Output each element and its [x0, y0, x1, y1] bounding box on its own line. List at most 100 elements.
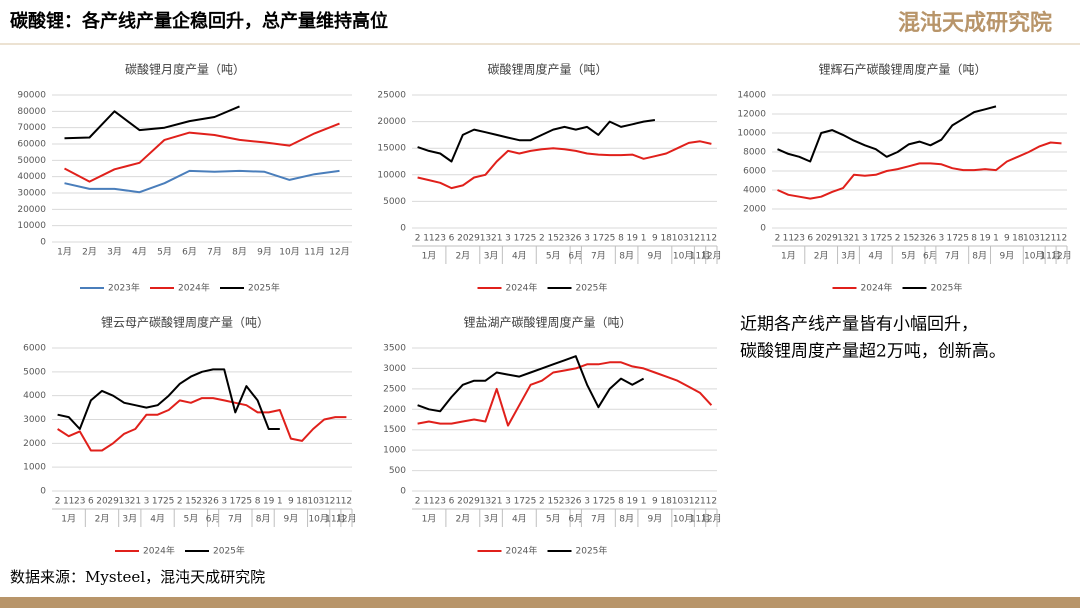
x-tick-label: 21	[330, 497, 341, 507]
x-month-label: 7月	[591, 514, 606, 525]
x-tick-label: 2	[415, 497, 421, 507]
x-tick-label: 9	[1004, 234, 1010, 244]
y-tick-label: 1500	[383, 425, 406, 435]
x-tick-label: 12月	[329, 247, 349, 258]
legend-label: 2024年	[506, 282, 538, 294]
y-tick-label: 25000	[377, 91, 406, 101]
y-tick-label: 12000	[737, 110, 766, 120]
y-tick-label: 20000	[17, 205, 46, 215]
x-month-label: 11月	[690, 251, 710, 262]
x-tick-label: 4月	[132, 247, 147, 258]
x-tick-label: 21	[491, 234, 502, 244]
x-month-label: 9月	[648, 251, 663, 262]
series-line	[64, 105, 240, 140]
x-tick-label: 26	[570, 497, 582, 507]
x-tick-label: 26	[570, 234, 582, 244]
x-tick-label: 23	[74, 497, 85, 507]
x-month-label: 8月	[619, 514, 634, 525]
x-tick-label: 11	[423, 497, 434, 507]
x-tick-label: 20	[457, 497, 469, 507]
chart-title: 锂辉石产碳酸锂周度产量（吨）	[818, 62, 986, 77]
x-tick-label: 17	[514, 497, 525, 507]
x-tick-label: 25	[525, 234, 536, 244]
x-tick-label: 25	[604, 234, 615, 244]
x-tick-label: 10	[672, 497, 684, 507]
x-tick-label: 13	[480, 497, 491, 507]
y-tick-label: 0	[40, 487, 46, 497]
x-tick-label: 2	[415, 234, 421, 244]
x-tick-label: 8	[255, 497, 261, 507]
series-line	[777, 141, 1062, 200]
footer-bar	[0, 597, 1080, 608]
x-tick-label: 6月	[182, 247, 197, 258]
x-tick-label: 12	[706, 497, 717, 507]
x-tick-label: 1	[641, 234, 647, 244]
x-tick-label: 25	[957, 234, 968, 244]
y-tick-label: 10000	[17, 221, 46, 231]
x-tick-label: 3	[144, 497, 150, 507]
legend-label: 2025年	[576, 282, 608, 294]
x-month-label: 9月	[648, 514, 663, 525]
y-tick-label: 0	[40, 238, 46, 248]
x-tick-label: 17	[947, 234, 958, 244]
x-month-label: 12月	[701, 514, 721, 525]
y-tick-label: 3000	[383, 364, 406, 374]
x-tick-label: 21	[848, 234, 859, 244]
x-tick-label: 2	[775, 234, 781, 244]
series-line	[417, 140, 712, 190]
x-tick-label: 25	[604, 497, 615, 507]
legend-label: 2023年	[108, 282, 140, 294]
x-tick-label: 15	[547, 234, 558, 244]
x-month-label: 7月	[228, 514, 243, 525]
x-tick-label: 3	[584, 497, 590, 507]
x-tick-label: 13	[837, 234, 848, 244]
x-tick-label: 1	[641, 497, 647, 507]
x-month-label: 2月	[455, 514, 470, 525]
x-month-label: 8月	[972, 251, 987, 262]
x-month-label: 7月	[945, 251, 960, 262]
x-tick-label: 3月	[107, 247, 122, 258]
x-month-label: 4月	[150, 514, 165, 525]
y-tick-label: 60000	[17, 140, 46, 150]
chart-title: 锂盐湖产碳酸锂周度产量（吨）	[463, 315, 631, 330]
x-month-label: 4月	[868, 251, 883, 262]
legend-label: 2024年	[178, 282, 210, 294]
y-tick-label: 90000	[17, 91, 46, 101]
x-tick-label: 29	[468, 234, 480, 244]
x-tick-label: 20	[457, 234, 469, 244]
x-tick-label: 1月	[57, 247, 72, 258]
y-tick-label: 3000	[23, 415, 46, 425]
x-tick-label: 23	[196, 497, 207, 507]
x-month-label: 8月	[619, 251, 634, 262]
x-month-label: 1月	[422, 251, 437, 262]
chart-title: 碳酸锂月度产量（吨）	[125, 62, 245, 77]
x-tick-label: 15	[185, 497, 196, 507]
x-tick-label: 19	[979, 234, 991, 244]
note-line: 近期各产线产量皆有小幅回升，	[740, 315, 978, 335]
x-tick-label: 2	[895, 234, 901, 244]
x-tick-label: 8	[618, 234, 624, 244]
x-tick-label: 21	[694, 497, 705, 507]
x-month-label: 6月	[206, 514, 221, 525]
y-tick-label: 70000	[17, 123, 46, 133]
x-tick-label: 17	[152, 497, 163, 507]
y-tick-label: 1000	[383, 446, 406, 456]
x-month-label: 1月	[61, 514, 76, 525]
x-tick-label: 31	[683, 234, 694, 244]
x-month-label: 8月	[256, 514, 271, 525]
x-month-label: 7月	[591, 251, 606, 262]
x-month-label: 9月	[1000, 251, 1015, 262]
y-tick-label: 4000	[743, 186, 766, 196]
x-tick-label: 23	[794, 234, 805, 244]
x-tick-label: 3	[505, 497, 511, 507]
x-month-label: 9月	[284, 514, 299, 525]
y-tick-label: 2000	[23, 439, 46, 449]
x-tick-label: 3	[938, 234, 944, 244]
x-tick-label: 23	[435, 497, 446, 507]
x-tick-label: 23	[914, 234, 925, 244]
x-tick-label: 31	[318, 497, 329, 507]
x-tick-label: 25	[525, 497, 536, 507]
y-tick-label: 2000	[743, 205, 766, 215]
x-month-label: 10月	[308, 514, 328, 525]
